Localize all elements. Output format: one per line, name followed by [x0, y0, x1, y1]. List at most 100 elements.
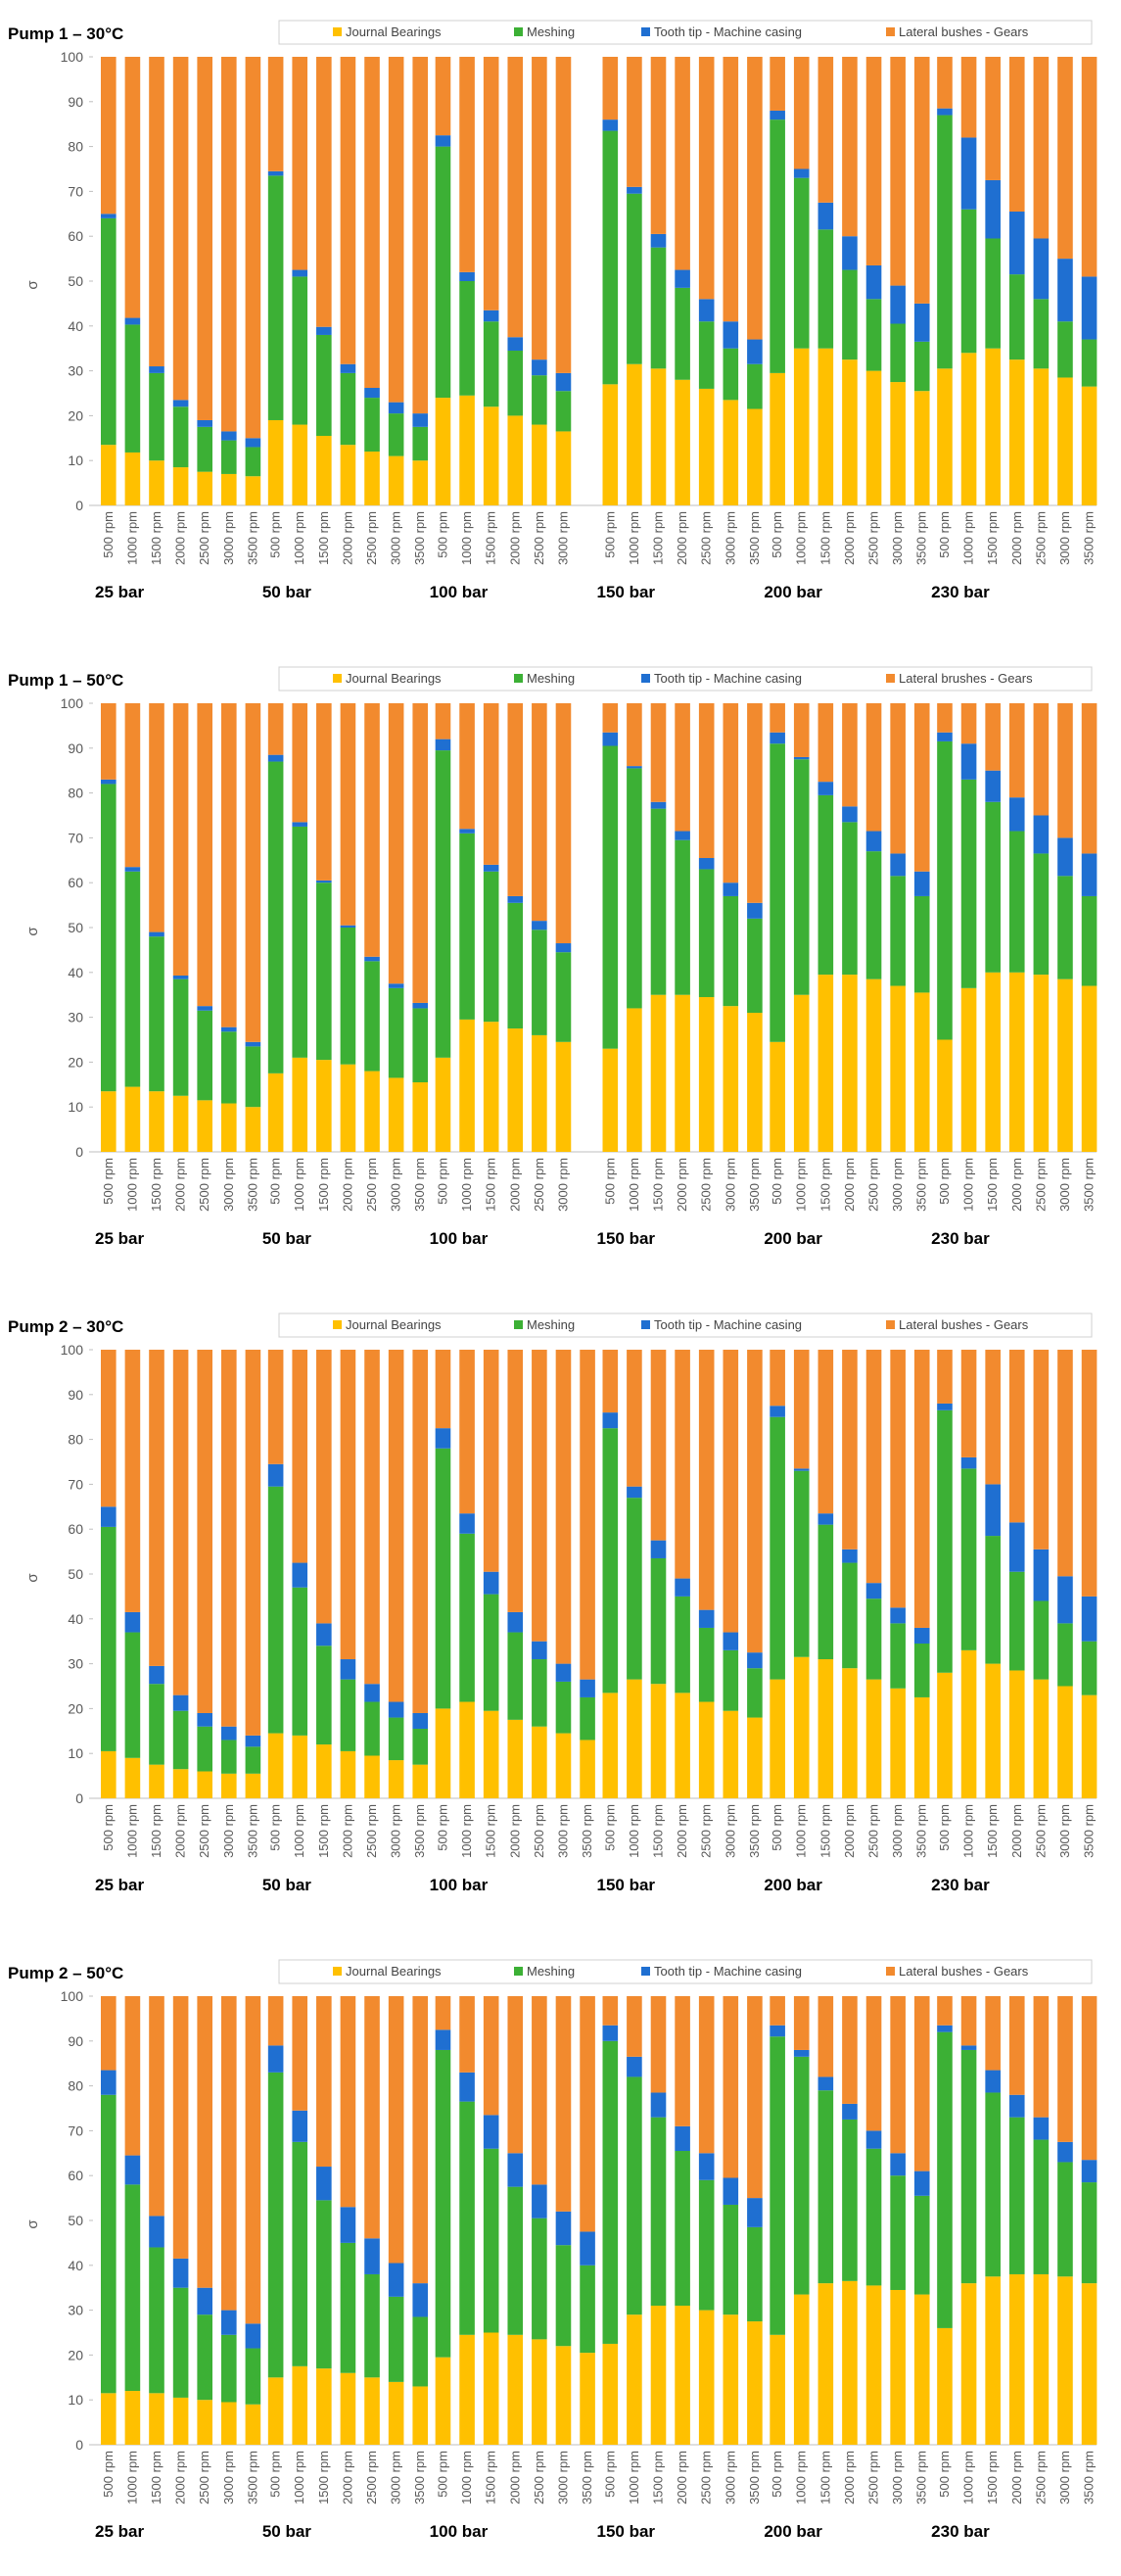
x-tick-label: 3500 rpm — [914, 2451, 929, 2504]
bar-segment-meshing — [124, 1632, 141, 1758]
bar-segment-meshing — [507, 350, 524, 416]
x-tick-label: 3000 rpm — [221, 1804, 236, 1858]
bar-segment-tooth-tip — [267, 170, 284, 176]
bar-segment-tooth-tip — [793, 168, 810, 178]
y-tick-label: 30 — [68, 1656, 83, 1672]
x-tick-label: 3500 rpm — [747, 511, 762, 565]
bar-segment-journal-bearings — [149, 1764, 164, 1798]
bar-segment-meshing — [770, 2036, 785, 2335]
y-tick-label: 60 — [68, 2168, 83, 2183]
bar-segment-meshing — [842, 2119, 858, 2281]
bar-segment-lateral — [1057, 1350, 1073, 1577]
group-label: 150 bar — [597, 583, 656, 601]
y-tick-label: 60 — [68, 1521, 83, 1537]
y-tick-label: 20 — [68, 407, 83, 423]
bar-segment-tooth-tip — [267, 2045, 284, 2073]
y-tick-label: 20 — [68, 1700, 83, 1716]
bar-segment-journal-bearings — [292, 1057, 308, 1152]
bar-segment-lateral — [316, 1350, 332, 1624]
bar-segment-meshing — [245, 1746, 261, 1774]
bar-segment-tooth-tip — [532, 359, 547, 376]
bar-segment-meshing — [1008, 1571, 1025, 1671]
bar-segment-lateral — [340, 703, 356, 926]
bar-segment-meshing — [675, 287, 690, 380]
bar-segment-meshing — [149, 2247, 164, 2394]
bar-segment-journal-bearings — [865, 370, 882, 505]
bar-segment-lateral — [245, 57, 261, 439]
bar-segment-lateral — [292, 703, 308, 823]
chart-title: Pump 2 – 50°C — [8, 1964, 123, 1982]
bar-segment-lateral — [292, 57, 308, 270]
bar-segment-tooth-tip — [340, 363, 356, 373]
bar-segment-lateral — [675, 703, 690, 832]
bar-segment-journal-bearings — [435, 1057, 451, 1152]
bar-segment-journal-bearings — [124, 1757, 141, 1798]
bar-segment-tooth-tip — [172, 400, 189, 407]
bar-segment-meshing — [532, 930, 547, 1035]
bar-segment-tooth-tip — [507, 1611, 524, 1633]
bar-segment-meshing — [627, 1498, 642, 1680]
bar-segment-journal-bearings — [292, 1735, 308, 1798]
bar-segment-lateral — [793, 1996, 810, 2050]
bar-segment-journal-bearings — [507, 2334, 524, 2445]
bar-segment-meshing — [865, 2148, 882, 2286]
bar-segment-lateral — [1033, 703, 1050, 816]
group-label: 25 bar — [95, 583, 144, 601]
x-tick-label: 3500 rpm — [1082, 1804, 1097, 1858]
bar-segment-journal-bearings — [602, 2343, 619, 2445]
bar-segment-journal-bearings — [507, 1719, 524, 1798]
x-tick-label: 2000 rpm — [1009, 1158, 1024, 1212]
bar-segment-lateral — [985, 1350, 1001, 1485]
bar-segment-meshing — [483, 321, 499, 407]
bar-segment-journal-bearings — [316, 1744, 332, 1798]
bar-segment-journal-bearings — [770, 1041, 785, 1152]
x-tick-label: 3000 rpm — [221, 1158, 236, 1212]
bar-segment-tooth-tip — [627, 1486, 642, 1499]
legend-swatch — [886, 1967, 895, 1976]
bar-segment-meshing — [985, 238, 1001, 349]
legend-box — [278, 1312, 1093, 1338]
legend-swatch — [514, 1967, 523, 1976]
bar-segment-tooth-tip — [124, 2155, 141, 2185]
bar-segment-journal-bearings — [985, 2276, 1001, 2445]
bar-segment-journal-bearings — [580, 2353, 595, 2445]
y-tick-label: 80 — [68, 2078, 83, 2094]
legend-label: Tooth tip - Machine casing — [654, 1317, 802, 1332]
x-tick-label: 2500 rpm — [1033, 2451, 1048, 2504]
bar-segment-meshing — [364, 398, 380, 453]
bar-segment-lateral — [388, 57, 404, 403]
bar-segment-tooth-tip — [459, 829, 475, 834]
bar-segment-lateral — [650, 57, 667, 234]
bar-segment-journal-bearings — [985, 1663, 1001, 1798]
bar-segment-meshing — [172, 2287, 189, 2398]
x-tick-label: 2000 rpm — [173, 511, 188, 565]
bar-segment-tooth-tip — [960, 1456, 977, 1469]
x-tick-label: 3000 rpm — [1057, 1804, 1072, 1858]
x-tick-label: 3000 rpm — [389, 1804, 403, 1858]
bar-segment-tooth-tip — [1081, 276, 1098, 340]
bar-segment-lateral — [960, 703, 977, 744]
bar-segment-lateral — [842, 1350, 858, 1550]
bar-segment-tooth-tip — [1057, 1576, 1073, 1624]
x-tick-label: 1000 rpm — [794, 1804, 809, 1858]
x-tick-label: 3500 rpm — [245, 1804, 259, 1858]
y-tick-label: 80 — [68, 786, 83, 801]
bar-segment-tooth-tip — [985, 2070, 1001, 2093]
bar-segment-journal-bearings — [197, 1100, 212, 1152]
x-tick-label: 1000 rpm — [794, 2451, 809, 2504]
bar-segment-lateral — [388, 1996, 404, 2264]
bar-segment-meshing — [960, 1468, 977, 1650]
bar-segment-journal-bearings — [172, 1769, 189, 1798]
y-tick-label: 70 — [68, 2123, 83, 2138]
group-label: 100 bar — [430, 583, 489, 601]
x-tick-label: 1000 rpm — [627, 511, 641, 565]
bar-segment-tooth-tip — [197, 419, 212, 427]
y-tick-label: 10 — [68, 1099, 83, 1115]
bar-segment-journal-bearings — [770, 372, 785, 505]
bar-segment-journal-bearings — [388, 1760, 404, 1798]
bar-segment-meshing — [221, 1740, 237, 1774]
bar-segment-meshing — [1057, 1623, 1073, 1687]
x-tick-label: 500 rpm — [770, 1804, 784, 1851]
bar-segment-lateral — [459, 1350, 475, 1514]
x-tick-label: 1000 rpm — [459, 1158, 474, 1212]
